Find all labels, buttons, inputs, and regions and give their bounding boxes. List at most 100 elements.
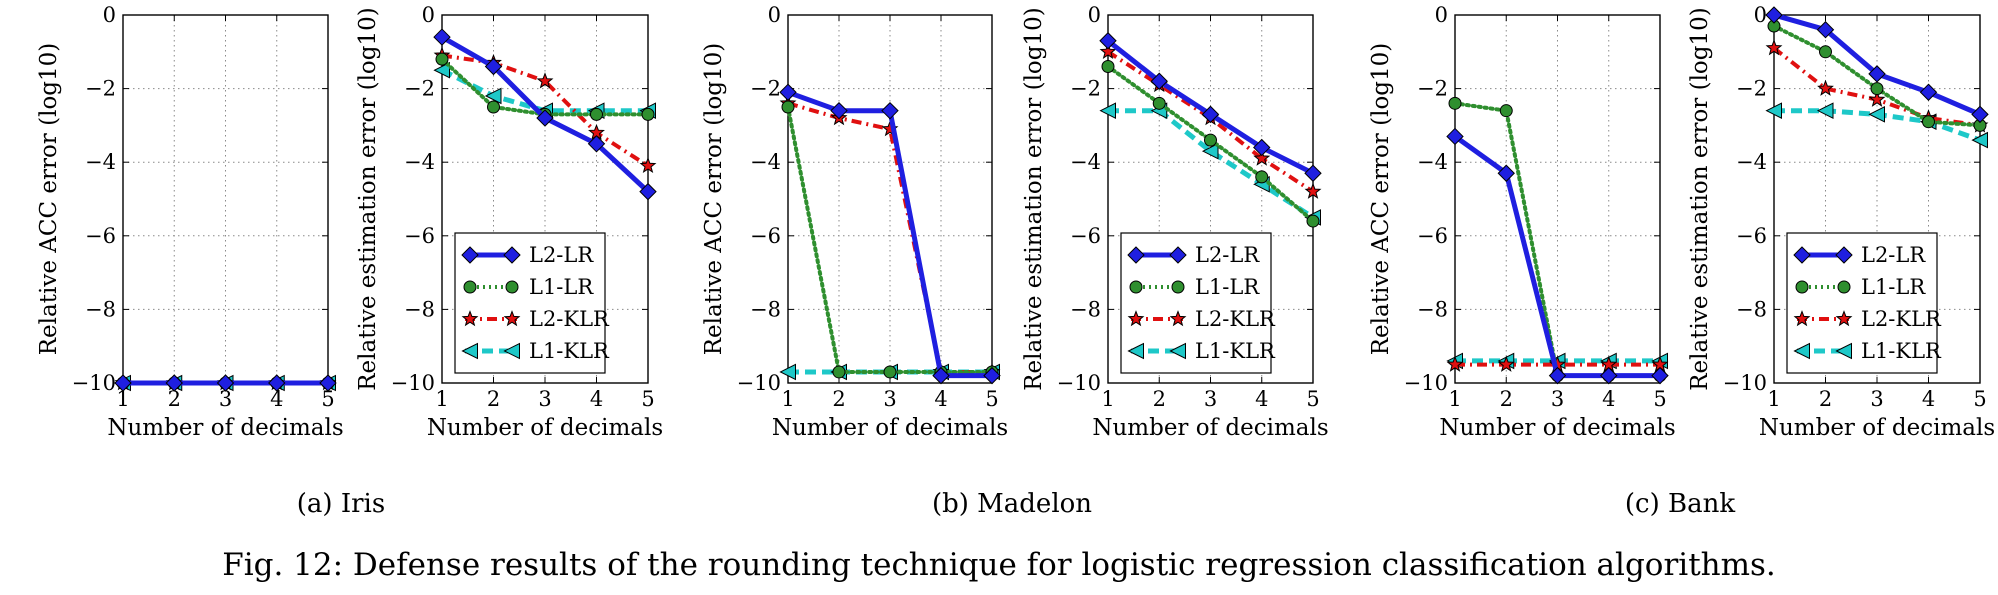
legend-marker [1169, 342, 1186, 360]
legend-marker [461, 310, 479, 327]
x-tick-label: 2 [168, 387, 181, 411]
y-tick-label: −4 [1417, 150, 1448, 174]
legend-label: L2-LR [1861, 243, 1926, 267]
series-line [1453, 101, 1662, 378]
data-point [932, 366, 950, 385]
data-point [639, 182, 657, 201]
series-l1-lr [1448, 96, 1667, 383]
y-tick-label: −8 [1070, 297, 1101, 321]
data-point [536, 109, 554, 127]
legend-marker [503, 342, 520, 360]
y-tick-label: −2 [404, 77, 435, 101]
series-line [786, 105, 994, 374]
legend-marker [1793, 342, 1810, 360]
y-tick-label: −8 [750, 297, 781, 321]
data-point [435, 52, 449, 66]
y-tick-label: −6 [750, 224, 781, 248]
y-tick-label: −6 [1417, 224, 1448, 248]
legend: L2-LR L1-LR L2-KLR L1-KLR [454, 232, 610, 374]
x-tick-label: 1 [781, 387, 794, 411]
data-point [1201, 105, 1220, 124]
data-point [1497, 164, 1515, 182]
y-tick-label: 0 [1435, 3, 1448, 27]
legend-label: L1-LR [1861, 275, 1926, 299]
y-axis-label: Relative ACC error (log10) [36, 43, 62, 356]
data-point [1101, 60, 1115, 74]
y-axis-label: Relative ACC error (log10) [701, 43, 727, 356]
legend-label: L2-KLR [1195, 307, 1276, 331]
y-tick-label: −8 [85, 297, 116, 321]
legend-marker [1129, 280, 1143, 294]
y-tick-label: −10 [737, 371, 781, 395]
legend-marker [1169, 310, 1187, 327]
data-point [484, 57, 503, 76]
data-point [268, 374, 286, 392]
data-point [1152, 96, 1166, 110]
x-axis-label: Number of decimals [1439, 415, 1675, 441]
x-tick-label: 3 [219, 387, 232, 411]
legend-marker [461, 342, 478, 360]
series-l2-lr [433, 28, 657, 201]
y-tick-label: −6 [85, 224, 116, 248]
data-point [1255, 170, 1269, 184]
data-point [832, 365, 846, 379]
x-axis-label: Number of decimals [1092, 415, 1328, 441]
x-tick-label: 3 [1870, 387, 1883, 411]
x-tick-label: 2 [832, 387, 845, 411]
y-tick-label: −8 [1417, 297, 1448, 321]
x-tick-label: 4 [934, 387, 947, 411]
x-tick-label: 4 [1602, 387, 1615, 411]
series-l2-lr [1446, 127, 1669, 385]
data-point [1099, 42, 1117, 60]
legend-marker [1835, 246, 1853, 264]
y-tick-label: −2 [1736, 77, 1767, 101]
data-point [1868, 106, 1885, 123]
data-point [1304, 164, 1322, 182]
x-tick-label: 1 [435, 387, 448, 411]
legend-marker [503, 310, 521, 327]
data-point [1765, 39, 1783, 56]
x-tick-label: 1 [116, 387, 129, 411]
series-l1-lr [1101, 60, 1320, 228]
legend-marker [1793, 246, 1811, 264]
x-tick-label: 1 [1101, 387, 1114, 411]
legend-marker [1127, 310, 1145, 327]
subcaption: (a) Iris [297, 489, 385, 519]
series-l2-lr [779, 83, 1001, 385]
chart-panel-3: 1 2 3 4 5 0 −2 −4 −6 −8 −10 Number of decimals Relat… [701, 3, 1008, 441]
data-point [587, 135, 606, 153]
data-point [484, 87, 502, 105]
legend-label: L1-KLR [1195, 339, 1276, 363]
y-tick-label: −4 [404, 150, 435, 174]
series-l1-lr [1767, 19, 1987, 132]
legend-label: L2-KLR [529, 307, 610, 331]
data-point [1971, 131, 1988, 149]
data-point [639, 157, 657, 174]
y-tick-label: −2 [750, 77, 781, 101]
legend-marker [1127, 246, 1145, 264]
y-tick-label: −10 [391, 371, 435, 395]
legend-label: L1-KLR [1861, 339, 1942, 363]
series-l2-lr [1099, 32, 1322, 182]
data-point [1204, 133, 1217, 147]
legend-label: L2-KLR [1861, 307, 1942, 331]
y-tick-label: −4 [1070, 150, 1101, 174]
data-point [433, 61, 450, 79]
chart-panel-4: 1 2 3 4 5 0 −2 −4 −6 −8 −10 Number of decimals Relat… [1021, 3, 1329, 441]
data-point [1816, 102, 1834, 119]
data-point [830, 101, 848, 120]
legend-marker [463, 280, 477, 294]
legend-label: L2-LR [529, 243, 594, 267]
figure-caption: Fig. 12: Defense results of the rounding… [222, 547, 1776, 583]
y-tick-label: −6 [1736, 224, 1767, 248]
legend-marker [503, 246, 521, 264]
subcaption: (b) Madelon [932, 489, 1092, 519]
x-tick-label: 5 [1973, 387, 1986, 411]
data-point [1816, 21, 1835, 39]
y-tick-label: 0 [422, 3, 435, 27]
y-tick-label: −8 [1736, 297, 1767, 321]
y-axis-label: Relative estimation error (log10) [1687, 7, 1713, 391]
x-tick-label: 5 [1306, 387, 1319, 411]
data-point [781, 100, 795, 114]
y-tick-label: 0 [1088, 3, 1101, 27]
